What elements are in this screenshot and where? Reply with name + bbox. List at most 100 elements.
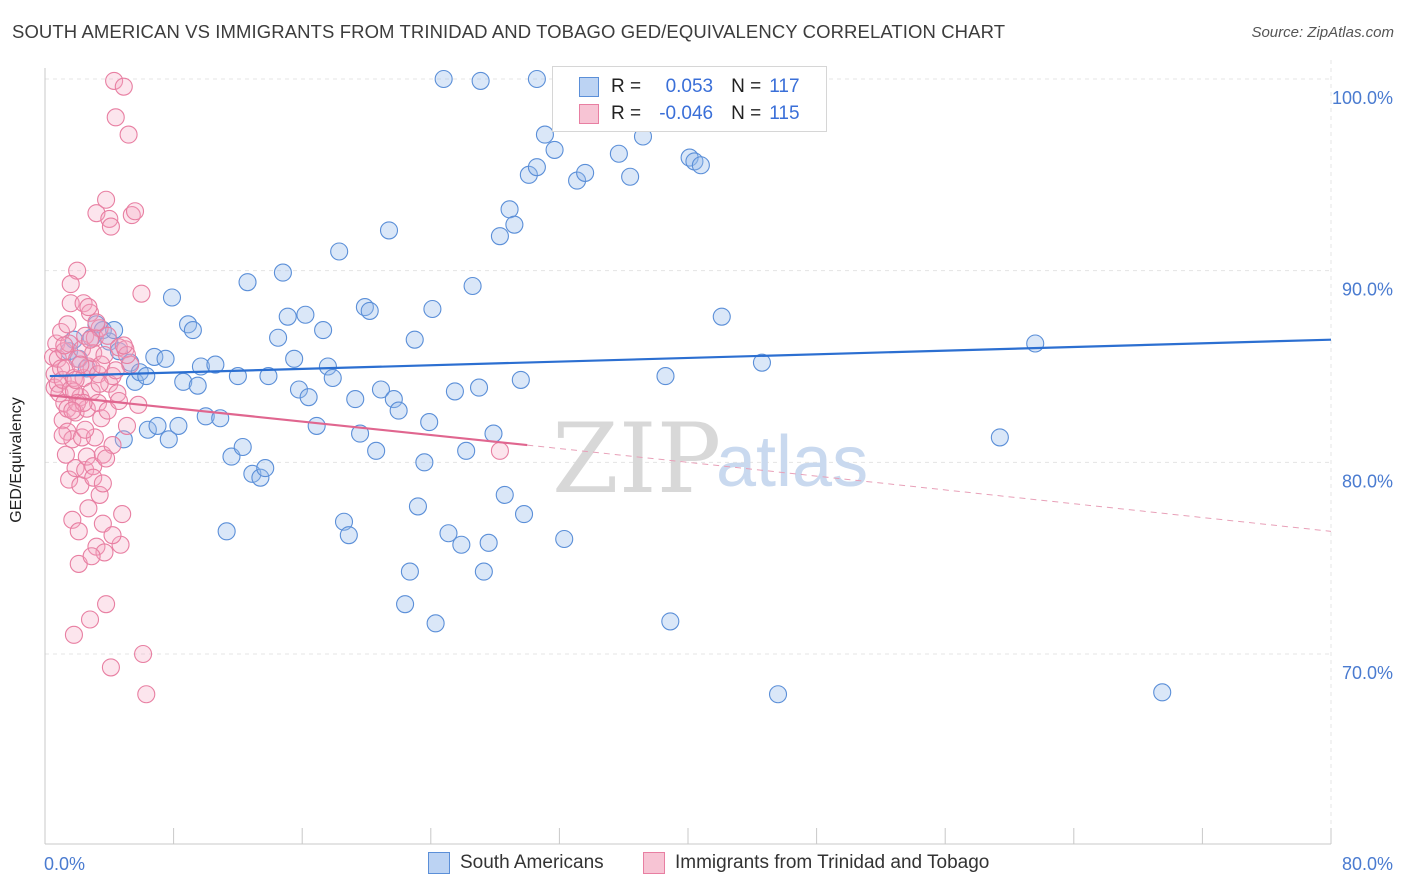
data-point [53,426,72,445]
data-point [495,485,514,504]
legend-n-value: 115 [769,103,800,124]
data-point [469,378,489,397]
data-point [55,336,74,355]
data-point [479,533,498,552]
data-point [269,328,288,347]
data-point [97,449,116,468]
data-point [339,526,358,545]
data-point [712,307,731,326]
y-tick-labels: 70.0% 80.0% 90.0% 100.0% [1332,88,1393,683]
data-point [95,345,114,365]
data-point [61,275,80,294]
data-point [490,227,509,246]
data-point [420,413,439,432]
data-point [259,367,278,386]
data-point [101,217,120,236]
data-point [79,298,98,317]
data-point [621,167,640,186]
data-point [79,499,98,518]
source-label: Source: ZipAtlas.com [1251,24,1394,41]
data-point [426,614,445,633]
watermark: ZIP atlas [552,403,868,515]
data-point [156,349,175,368]
data-point [188,376,207,395]
legend-swatch-pink [579,104,599,124]
watermark-zip: ZIP [552,403,721,515]
data-point [52,359,71,378]
data-point [137,685,156,704]
data-point [162,288,182,307]
data-point [405,330,424,349]
data-point [206,355,225,374]
trend-line-south-americans [49,338,1332,378]
data-point [66,370,85,389]
data-point [527,158,546,177]
data-point [656,367,675,386]
data-point [299,388,318,407]
data-point [500,200,519,219]
data-point [69,522,88,541]
data-point [408,497,427,516]
data-point [90,485,109,504]
data-point [98,326,117,345]
data-point [63,510,82,529]
data-point [367,441,386,460]
data-point [125,202,145,221]
data-point [351,424,370,443]
data-point [169,416,188,435]
data-point [389,401,408,420]
data-point [296,305,315,324]
data-point [555,529,574,549]
data-point [514,505,534,524]
data-point [576,163,595,182]
data-point [134,644,153,664]
data-point [256,459,275,478]
data-point [360,301,379,320]
data-point [346,390,365,409]
legend-swatch-blue [428,852,450,874]
legend-r-label: R = [611,76,642,97]
trend-lines [49,338,1332,532]
data-point [445,382,464,401]
y-axis-label: GED/Equivalency [8,397,25,523]
data-point [159,430,178,449]
data-point [434,69,453,89]
data-point [490,441,509,460]
legend-n-value: 117 [769,76,800,97]
data-point [527,69,546,89]
data-point [56,445,75,464]
data-point [117,345,137,365]
data-point [92,409,111,428]
data-point [119,125,138,144]
data-point [113,505,132,524]
data-point [452,535,471,554]
data-point [457,441,476,460]
y-tick-label: 70.0% [1342,663,1393,683]
data-point [233,437,252,457]
watermark-atlas: atlas [716,422,868,502]
data-point [400,562,419,581]
legend-row-south-americans: R = 0.053 N = 117 [579,74,800,100]
data-point [990,428,1009,447]
data-point [103,526,122,545]
data-point [289,380,309,399]
data-point [101,658,120,677]
data-point [384,390,403,409]
data-point [114,430,133,449]
data-point [415,453,434,472]
data-point [138,420,157,439]
data-point [183,321,202,340]
data-point [463,276,482,296]
legend-swatch-pink [643,852,665,874]
legend-swatch-blue [579,77,599,97]
data-point [117,416,137,435]
data-point [439,524,458,543]
data-point [61,294,80,313]
trend-extension-trinidad-tobago [527,444,1332,532]
data-point [148,416,167,435]
legend-n-label: N = [731,103,762,124]
data-point [58,315,77,334]
legend-r-value: 0.053 [665,76,714,97]
series-south-americans [60,69,1172,704]
legend-r-value: -0.046 [659,103,714,124]
